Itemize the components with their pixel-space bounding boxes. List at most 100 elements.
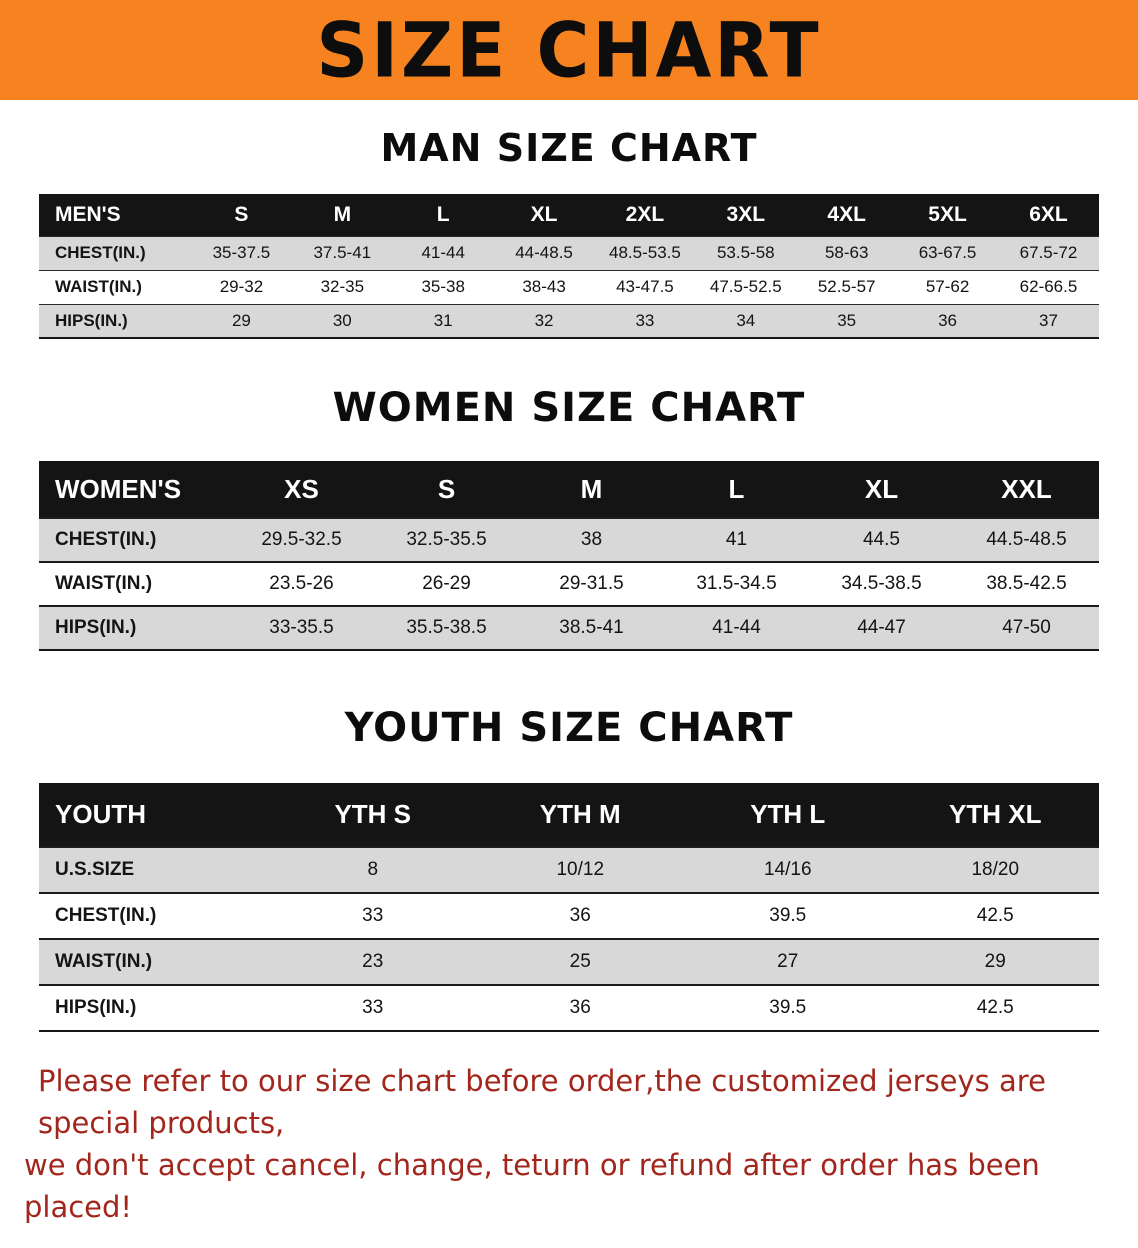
table-row: U.S.SIZE 8 10/12 14/16 18/20	[39, 847, 1099, 893]
table-cell: 38.5-42.5	[986, 573, 1067, 594]
table-cell: 33	[362, 997, 384, 1018]
header-cell: 5XL	[897, 194, 998, 236]
table-cell: 43-47.5	[616, 277, 674, 296]
table-cell: 18/20	[971, 859, 1020, 880]
header-cell: 3XL	[695, 194, 797, 236]
table-cell: 31	[433, 310, 453, 330]
table-cell: 34.5-38.5	[841, 573, 922, 594]
table-cell: 14/16	[763, 859, 812, 880]
table-cell: 44-48.5	[515, 243, 573, 262]
table-cell: 32	[534, 310, 554, 330]
men-size-table: MEN'S S M L XL 2XL 3XL 4XL 5XL 6XL CHEST(IN.) 35-37…	[39, 194, 1099, 339]
header-cell: YTH L	[684, 783, 892, 847]
table-cell: 41	[725, 529, 748, 550]
table-cell: 63-67.5	[918, 243, 977, 262]
table-header-row: YOUTH YTH S YTH M YTH L YTH XL	[39, 783, 1099, 847]
table-cell: 58-63	[824, 243, 869, 262]
header-cell: YTH M	[476, 783, 684, 847]
row-label-cell: CHEST(IN.)	[55, 905, 157, 926]
table-cell: 52.5-57	[817, 277, 876, 296]
table-cell: 23	[362, 951, 384, 972]
header-cell: 6XL	[998, 194, 1099, 236]
table-row: HIPS(IN.) 33 36 39.5 42.5	[39, 985, 1099, 1031]
men-size-chart-section: MAN SIZE CHART MEN'S S M L XL 2XL 3XL 4XL 5XL 6XL…	[0, 126, 1138, 339]
table-cell: 8	[367, 859, 379, 880]
table-row: WAIST(IN.) 23.5-26 26-29 29-31.5 31.5-34.5 34…	[39, 562, 1099, 606]
table-cell: 36	[569, 905, 591, 926]
table-cell: 41-44	[421, 243, 465, 262]
table-cell: 26-29	[422, 573, 471, 594]
row-label-cell: HIPS(IN.)	[55, 997, 137, 1018]
table-cell: 36	[569, 997, 591, 1018]
table-row: HIPS(IN.) 29 30 31 32 33 34 35 36 37	[39, 304, 1099, 338]
header-cell: S	[374, 461, 519, 518]
table-cell: 29-32	[219, 277, 264, 296]
header-cell: WOMEN'S	[39, 461, 229, 518]
table-cell: 35.5-38.5	[406, 617, 487, 638]
row-label-cell: WAIST(IN.)	[55, 573, 153, 594]
page-title: SIZE CHART	[316, 5, 822, 95]
header-cell: 2XL	[594, 194, 696, 236]
table-cell: 35	[837, 310, 857, 330]
header-cell: L	[664, 461, 809, 518]
table-cell: 44.5-48.5	[986, 529, 1067, 550]
youth-section-heading: YOUTH SIZE CHART	[344, 705, 794, 751]
table-cell: 53.5-58	[716, 243, 775, 262]
row-label-cell: CHEST(IN.)	[55, 529, 157, 550]
table-cell: 29.5-32.5	[261, 529, 342, 550]
table-cell: 23.5-26	[269, 573, 334, 594]
table-cell: 39.5	[769, 997, 807, 1018]
header-cell: YTH S	[269, 783, 477, 847]
table-cell: 42.5	[976, 905, 1014, 926]
table-cell: 47.5-52.5	[709, 277, 782, 296]
table-header-row: WOMEN'S XS S M L XL XXL	[39, 461, 1099, 518]
header-cell: YTH XL	[891, 783, 1099, 847]
header-cell: M	[519, 461, 664, 518]
table-cell: 27	[777, 951, 799, 972]
table-row: HIPS(IN.) 33-35.5 35.5-38.5 38.5-41 41-44 44-…	[39, 606, 1099, 650]
table-cell: 32.5-35.5	[406, 529, 487, 550]
header-cell: MEN'S	[39, 194, 191, 236]
table-cell: 37	[1039, 310, 1058, 330]
table-cell: 35-38	[421, 277, 465, 296]
women-size-chart-section: WOMEN SIZE CHART WOMEN'S XS S M L XL XXL CHEST(…	[0, 385, 1138, 651]
disclaimer-line-2: we don't accept cancel, change, teturn o…	[24, 1148, 1040, 1225]
table-cell: 44-47	[857, 617, 906, 638]
table-cell: 62-66.5	[1019, 277, 1078, 296]
table-cell: 47-50	[1002, 617, 1051, 638]
table-cell: 39.5	[769, 905, 807, 926]
header-cell: XL	[493, 194, 595, 236]
row-label-cell: HIPS(IN.)	[55, 617, 137, 638]
table-cell: 38	[580, 529, 603, 550]
row-label-cell: CHEST(IN.)	[55, 243, 146, 262]
disclaimer-line-1: Please refer to our size chart before or…	[38, 1064, 1046, 1141]
table-cell: 38-43	[522, 277, 566, 296]
table-cell: 36	[938, 310, 958, 330]
table-cell: 44.5	[863, 529, 900, 550]
men-section-heading: MAN SIZE CHART	[380, 126, 758, 170]
youth-size-table: YOUTH YTH S YTH M YTH L YTH XL U.S.SIZE 8 10/12…	[39, 783, 1099, 1032]
table-row: CHEST(IN.) 35-37.5 37.5-41 41-44 44-48.5 48.5…	[39, 236, 1099, 270]
table-cell: 29-31.5	[559, 573, 624, 594]
row-label-cell: U.S.SIZE	[55, 859, 135, 880]
table-cell: 67.5-72	[1019, 243, 1078, 262]
women-size-table: WOMEN'S XS S M L XL XXL CHEST(IN.) 29.5-32.5 32.5…	[39, 461, 1099, 651]
row-label-cell: WAIST(IN.)	[55, 277, 142, 296]
youth-size-chart-section: YOUTH SIZE CHART YOUTH YTH S YTH M YTH L YTH…	[0, 705, 1138, 1032]
table-cell: 29	[231, 310, 251, 330]
table-cell: 57-62	[925, 277, 970, 296]
table-cell: 35-37.5	[212, 243, 271, 262]
header-cell: L	[392, 194, 494, 236]
table-cell: 42.5	[976, 997, 1014, 1018]
table-row: CHEST(IN.) 29.5-32.5 32.5-35.5 38 41 44.5 44.5…	[39, 518, 1099, 562]
women-section-heading: WOMEN SIZE CHART	[332, 385, 806, 431]
table-header-row: MEN'S S M L XL 2XL 3XL 4XL 5XL 6XL	[39, 194, 1099, 236]
table-cell: 34	[736, 310, 756, 330]
header-cell: YOUTH	[39, 783, 269, 847]
table-cell: 37.5-41	[313, 243, 372, 262]
table-row: WAIST(IN.) 23 25 27 29	[39, 939, 1099, 985]
table-cell: 10/12	[556, 859, 605, 880]
table-cell: 31.5-34.5	[696, 573, 777, 594]
table-cell: 48.5-53.5	[609, 243, 681, 262]
header-cell: M	[291, 194, 393, 236]
